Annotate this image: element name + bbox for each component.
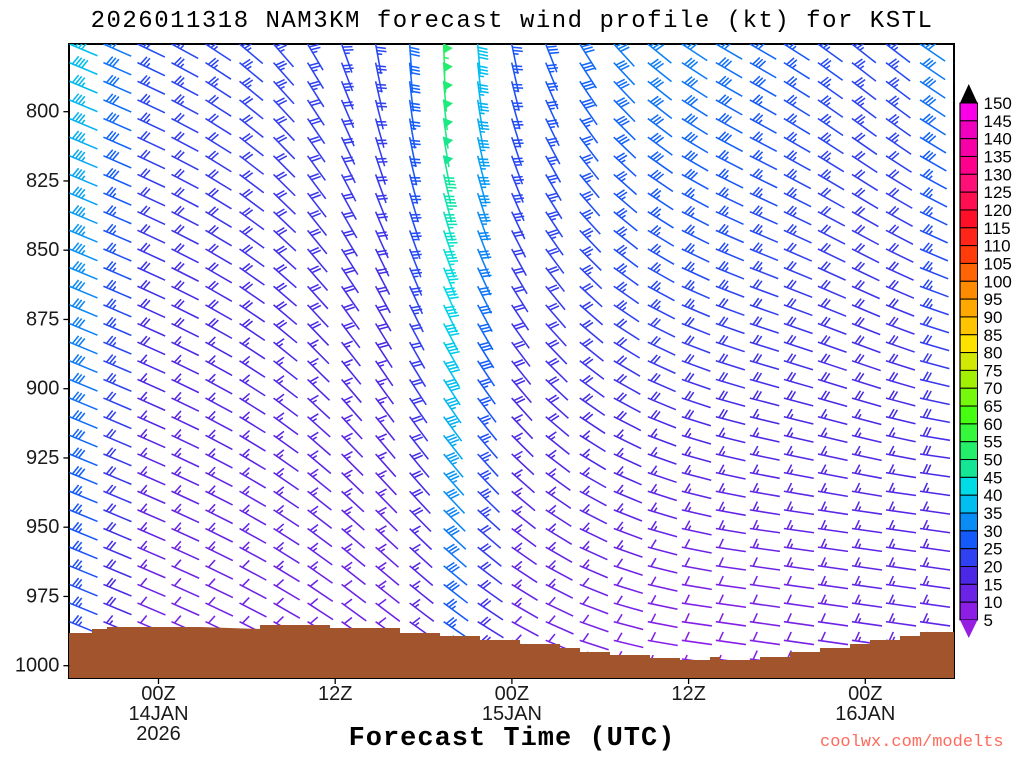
svg-text:1000: 1000: [15, 655, 60, 677]
svg-text:875: 875: [26, 308, 59, 330]
svg-text:00Z: 00Z: [848, 683, 882, 705]
svg-text:00Z: 00Z: [141, 683, 175, 705]
svg-text:975: 975: [26, 585, 59, 607]
svg-text:12Z: 12Z: [671, 683, 705, 705]
svg-text:800: 800: [26, 101, 59, 123]
svg-text:825: 825: [26, 170, 59, 192]
svg-text:16JAN: 16JAN: [835, 703, 895, 725]
svg-text:15JAN: 15JAN: [482, 703, 542, 725]
svg-text:950: 950: [26, 516, 59, 538]
svg-text:850: 850: [26, 239, 59, 261]
svg-text:925: 925: [26, 447, 59, 469]
svg-text:900: 900: [26, 378, 59, 400]
svg-text:12Z: 12Z: [318, 683, 352, 705]
svg-text:00Z: 00Z: [495, 683, 529, 705]
svg-text:14JAN: 14JAN: [128, 703, 188, 725]
